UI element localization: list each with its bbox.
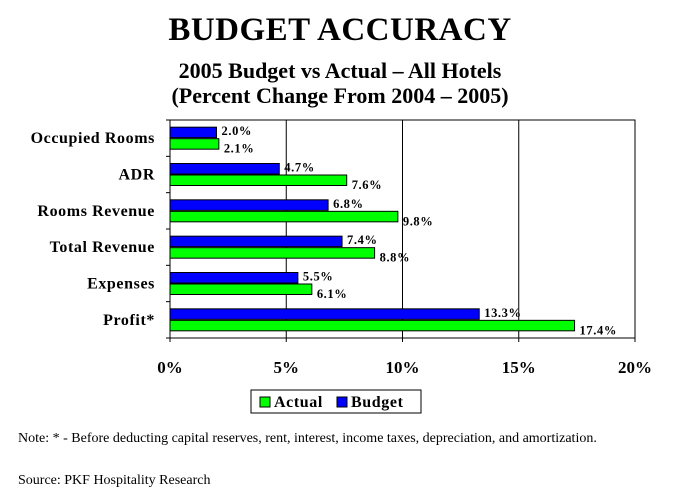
bar-budget	[169, 308, 480, 320]
category-label: Expenses	[87, 276, 155, 293]
bar-budget	[169, 126, 217, 139]
bar-budget	[169, 272, 299, 284]
x-tick-label: 0%	[157, 358, 183, 377]
legend	[250, 389, 422, 414]
data-label-budget: 6.8%	[333, 197, 364, 211]
data-label-budget: 13.3%	[484, 306, 521, 320]
category-label: Total Revenue	[50, 239, 155, 256]
chart-subtitle: 2005 Budget vs Actual – All Hotels	[178, 58, 502, 83]
data-label-actual: 9.8%	[403, 214, 434, 228]
chart-title: BUDGET ACCURACY	[168, 12, 512, 48]
x-tick-label: 15%	[502, 358, 536, 377]
bar-actual	[169, 319, 576, 332]
bar-actual	[169, 174, 348, 186]
legend-swatch-budget	[336, 396, 348, 408]
category-label: Rooms Revenue	[37, 203, 155, 220]
category-label: ADR	[119, 167, 155, 184]
chart-subtitle-2: (Percent Change From 2004 – 2005)	[171, 83, 509, 108]
legend-label-actual: Actual	[274, 394, 323, 411]
data-label-actual: 7.6%	[352, 178, 383, 192]
x-tick-label: 10%	[386, 358, 420, 377]
data-label-budget: 7.4%	[347, 233, 378, 247]
bar-budget	[169, 235, 343, 248]
bar-actual	[169, 210, 399, 223]
data-label-budget: 4.7%	[284, 161, 315, 175]
bar-actual	[169, 247, 376, 259]
legend-swatch-actual	[259, 396, 271, 408]
x-tick-label: 20%	[618, 358, 652, 377]
bar-budget	[169, 163, 280, 175]
bar-actual	[169, 283, 313, 295]
source-note: Source: PKF Hospitality Research	[18, 473, 211, 488]
data-label-budget: 5.5%	[303, 270, 334, 284]
data-label-actual: 8.8%	[380, 251, 411, 265]
bar-actual	[169, 138, 220, 150]
data-label-actual: 2.1%	[224, 142, 255, 156]
legend-label-budget: Budget	[351, 394, 404, 411]
footnote: Note: * - Before deducting capital reser…	[18, 431, 597, 446]
category-label: Profit*	[103, 312, 155, 329]
bar-chart: 0% 5% 10% 15% 20% Occupied Rooms 2.0% 2.1% ADR 4.…	[31, 119, 652, 414]
category-label: Occupied Rooms	[31, 130, 155, 147]
data-label-actual: 6.1%	[317, 287, 348, 301]
x-tick-label: 5%	[274, 358, 300, 377]
data-label-budget: 2.0%	[222, 124, 253, 138]
bar-budget	[169, 199, 329, 211]
data-label-actual: 17.4%	[580, 323, 617, 337]
